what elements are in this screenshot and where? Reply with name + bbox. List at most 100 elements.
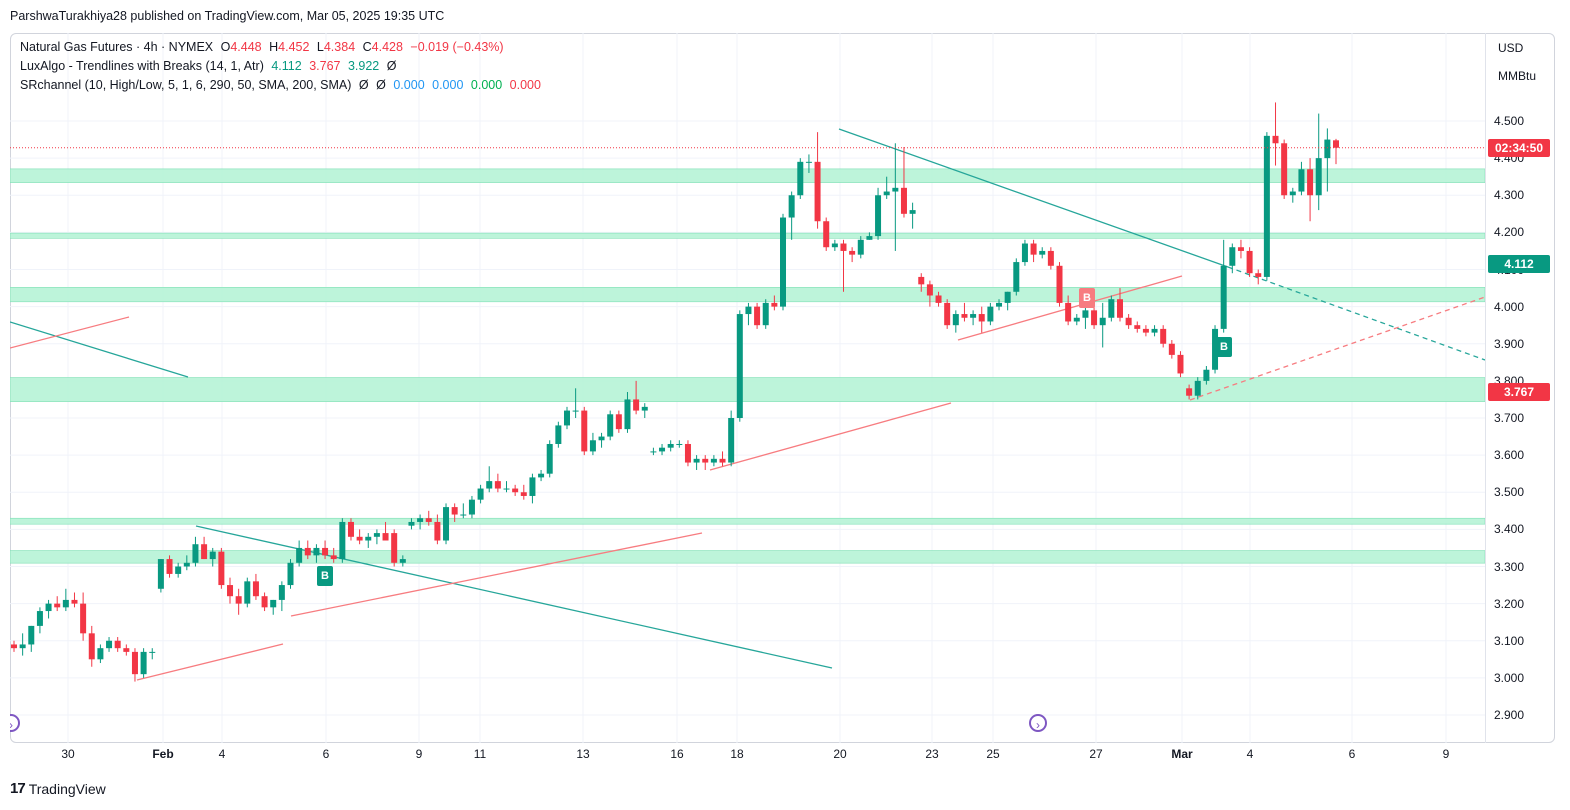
trendline bbox=[1227, 266, 1485, 361]
candle-body bbox=[166, 559, 173, 574]
candle-body bbox=[754, 306, 761, 326]
candle-body bbox=[866, 236, 873, 240]
candle-body bbox=[192, 544, 199, 563]
scroll-forward-icon[interactable]: › bbox=[1029, 714, 1047, 732]
candle-body bbox=[71, 599, 78, 604]
candle-body bbox=[356, 536, 363, 541]
candle-body bbox=[780, 217, 787, 307]
candle-body bbox=[434, 521, 441, 541]
candle-body bbox=[1065, 302, 1072, 322]
candle-body bbox=[175, 566, 182, 574]
candle-body bbox=[918, 276, 925, 285]
price-tick-label: 3.000 bbox=[1494, 670, 1525, 685]
trendline-upper-tag: 4.112 bbox=[1488, 255, 1550, 273]
candle-body bbox=[676, 443, 683, 445]
candle-body bbox=[529, 477, 536, 496]
high-label: H bbox=[269, 40, 279, 54]
candle-body bbox=[1307, 169, 1314, 196]
low-value: 4.384 bbox=[323, 40, 356, 54]
indicator1-value1: 4.112 bbox=[271, 59, 302, 73]
candle-body bbox=[97, 648, 104, 660]
candle-body bbox=[1177, 354, 1184, 374]
candle-body bbox=[702, 458, 709, 463]
candle-body bbox=[373, 533, 380, 537]
candle-body bbox=[1324, 139, 1331, 159]
candle-body bbox=[555, 425, 562, 444]
candle-body bbox=[1237, 247, 1244, 251]
candle-body bbox=[1030, 243, 1037, 255]
legend-indicator2-row[interactable]: SRchannel (10, High/Low, 5, 1, 6, 290, 5… bbox=[20, 76, 545, 95]
indicator1-value3: 3.922 bbox=[347, 59, 380, 73]
candle-body bbox=[693, 458, 700, 463]
candle-body bbox=[1116, 299, 1123, 318]
candle-body bbox=[797, 161, 804, 196]
candle-body bbox=[123, 648, 130, 652]
indicator2-name[interactable]: SRchannel (10, High/Low, 5, 1, 6, 290, 5… bbox=[20, 78, 352, 92]
high-value: 4.452 bbox=[278, 40, 310, 54]
legend-indicator1-row[interactable]: LuxAlgo - Trendlines with Breaks (14, 1,… bbox=[20, 57, 545, 76]
candle-body bbox=[823, 221, 830, 248]
candle-body bbox=[244, 581, 251, 604]
candle-body bbox=[494, 481, 501, 489]
candle-body bbox=[1013, 262, 1020, 292]
candle-body bbox=[443, 507, 450, 541]
candle-body bbox=[1039, 250, 1046, 255]
price-axis[interactable]: USD MMBtu 4.5004.4004.3004.2004.1004.000… bbox=[1485, 33, 1556, 743]
candle-body bbox=[589, 440, 596, 452]
indicator1-name[interactable]: LuxAlgo - Trendlines with Breaks (14, 1,… bbox=[20, 59, 264, 73]
candle-body bbox=[1281, 143, 1288, 196]
candle-body bbox=[892, 187, 899, 192]
candle-body bbox=[520, 492, 527, 496]
candle-body bbox=[1229, 247, 1236, 266]
open-value: 4.448 bbox=[230, 40, 262, 54]
candle-body bbox=[1272, 135, 1279, 144]
indicator1-value4: Ø bbox=[386, 59, 397, 73]
candle-body bbox=[468, 499, 475, 515]
indicator2-value4: 0.000 bbox=[432, 78, 464, 92]
symbol-title[interactable]: Natural Gas Futures · 4h · NYMEX bbox=[20, 40, 214, 54]
chart-pane[interactable]: B B B › › bbox=[10, 33, 1485, 743]
sr-zone bbox=[10, 287, 1485, 303]
break-signal-down-2: B bbox=[1216, 337, 1232, 357]
candle-body bbox=[1108, 299, 1115, 318]
candle-body bbox=[227, 585, 234, 597]
candle-body bbox=[106, 640, 113, 649]
candle-body bbox=[261, 596, 268, 608]
sr-zone bbox=[10, 550, 1485, 564]
candle-body bbox=[313, 547, 320, 556]
price-tick-label: 2.900 bbox=[1494, 708, 1525, 722]
trendline bbox=[709, 402, 952, 471]
candle-body bbox=[399, 559, 406, 563]
price-tick-label: 3.600 bbox=[1494, 448, 1525, 463]
candle-body bbox=[36, 611, 43, 626]
sr-zone bbox=[10, 377, 1485, 402]
candle-body bbox=[417, 518, 424, 522]
candle-body bbox=[296, 547, 303, 563]
candle-body bbox=[961, 314, 968, 318]
candle-body bbox=[1186, 388, 1193, 396]
candle-body bbox=[1134, 325, 1141, 329]
legend-symbol-row[interactable]: Natural Gas Futures · 4h · NYMEX O4.448 … bbox=[20, 38, 545, 57]
candle-body bbox=[546, 443, 553, 474]
indicator2-value2: Ø bbox=[376, 78, 386, 92]
time-tick-label: 18 bbox=[730, 747, 744, 761]
candle-body bbox=[1315, 158, 1322, 196]
candle-body bbox=[1212, 328, 1219, 370]
price-chart[interactable] bbox=[10, 33, 1485, 743]
indicator2-value3: 0.000 bbox=[393, 78, 425, 92]
footer-brand[interactable]: 17 TradingView bbox=[10, 780, 106, 797]
candle-body bbox=[538, 473, 545, 478]
time-axis[interactable]: 30 Feb 4 6 9 11 13 16 18 20 23 25 27 Mar 4 6 9 bbox=[10, 740, 1485, 768]
candle-body bbox=[382, 533, 389, 541]
candle-body bbox=[11, 644, 17, 649]
time-tick-label: 4 bbox=[218, 747, 226, 761]
low-label: L bbox=[316, 40, 324, 54]
candle-body bbox=[1298, 169, 1305, 192]
time-tick-label: 23 bbox=[925, 747, 939, 761]
countdown-tag: 02:34:50 bbox=[1488, 139, 1550, 157]
unit-label[interactable]: MMBtu bbox=[1498, 69, 1537, 83]
scroll-back-icon[interactable]: › bbox=[10, 714, 20, 732]
candle-body bbox=[1255, 273, 1262, 277]
candle-body bbox=[710, 458, 717, 463]
currency-label[interactable]: USD bbox=[1498, 41, 1524, 55]
